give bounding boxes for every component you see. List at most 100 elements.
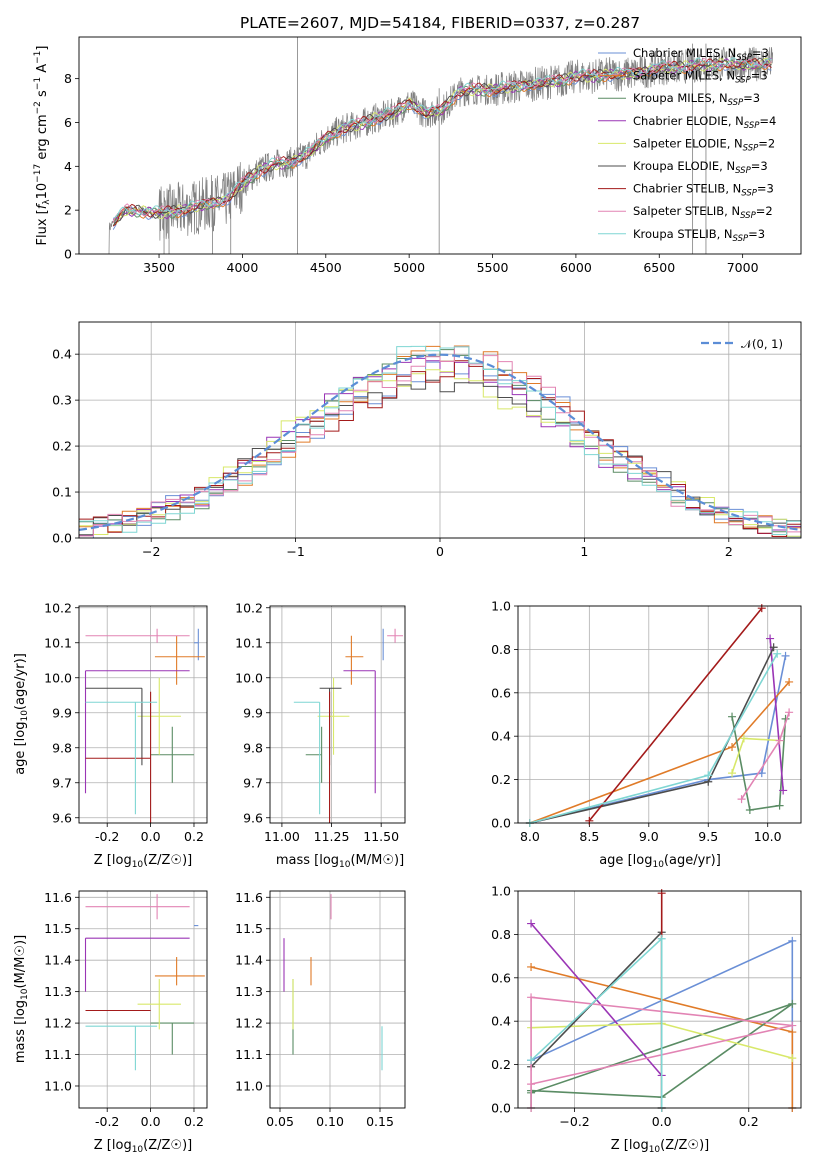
y-tick-label: 11.6 <box>235 890 263 905</box>
weight-marker <box>527 919 536 928</box>
y-tick-label: 10.0 <box>235 670 263 685</box>
x-tick-label: 11.00 <box>264 829 300 844</box>
histogram-step-2 <box>79 349 801 533</box>
residuals-axes: −2 −1 0 1 2 0.0 0.1 0.2 0.3 0.4 𝒩(0, 1) <box>52 321 802 559</box>
y-tick-label: 1.0 <box>491 884 511 899</box>
y-tick-label: 0.6 <box>491 970 511 985</box>
weight-marker <box>773 649 782 658</box>
weight-marker <box>781 651 790 660</box>
y-tick-label: 2 <box>64 203 72 218</box>
x-tick-label: 11.25 <box>314 829 350 844</box>
legend-label: Kroupa MILES, NSSP=3 <box>633 91 760 108</box>
y-tick-label: 11.5 <box>44 921 72 936</box>
y-tick-label: 6 <box>64 115 72 130</box>
y-tick-label: 11.3 <box>44 984 72 999</box>
weight-marker <box>769 643 778 652</box>
weight-marker <box>657 934 666 943</box>
x-tick-label: −1 <box>286 544 304 559</box>
plots-group: 3500 4000 4500 5000 5500 6000 6500 7000 0 2 4 6 8 Flu… <box>13 36 802 1155</box>
legend-label: Kroupa STELIB, NSSP=3 <box>633 227 765 244</box>
weight-series-5 <box>529 646 775 824</box>
weight-marker <box>788 1021 797 1030</box>
spectrum-axes: 3500 4000 4500 5000 5500 6000 6500 7000 0 2 4 6 8 Flu… <box>33 36 802 275</box>
model-line-5 <box>112 57 772 226</box>
model-line-1 <box>112 60 772 223</box>
y-tick-label: 11.3 <box>235 984 263 999</box>
y-tick-label: 11.0 <box>44 1078 72 1093</box>
weight-vs-Z-axes: −0.2 0.0 0.2 0.0 0.2 0.4 0.6 0.8 1.0 Z [log10(Z/Z… <box>491 884 802 1155</box>
weight-marker <box>527 1056 536 1065</box>
weight-marker <box>737 795 746 804</box>
y-tick-label: 0.2 <box>52 439 72 454</box>
x-tick-label: 11.50 <box>363 829 399 844</box>
y-tick-label: 10.2 <box>44 600 72 615</box>
x-tick-label: 0.2 <box>184 829 204 844</box>
weight-marker <box>585 816 594 825</box>
legend-label: Chabrier STELIB, NSSP=3 <box>633 182 774 199</box>
y-tick-label: 0.3 <box>52 393 72 408</box>
y-tick-label: 4 <box>64 159 72 174</box>
weight-marker <box>704 771 713 780</box>
x-axis-label: Z [log10(Z/Z☉)] <box>611 1138 709 1155</box>
y-tick-label: 11.0 <box>235 1078 263 1093</box>
y-tick-label: 11.2 <box>235 1016 263 1031</box>
y-tick-label: 8 <box>64 71 72 86</box>
legend-label: Salpeter STELIB, NSSP=2 <box>633 204 773 221</box>
y-tick-label: 11.5 <box>235 921 263 936</box>
x-tick-label: 0.0 <box>652 1114 672 1129</box>
y-tick-label: 11.1 <box>44 1047 72 1062</box>
age-vs-Z-axes: -0.2 0.0 0.2 9.6 9.7 9.8 9.9 10.0 10.1 10.2 age [l… <box>13 600 208 870</box>
legend-label: Chabrier MILES, NSSP=3 <box>633 46 769 63</box>
x-tick-label: 9.0 <box>639 829 659 844</box>
weight-marker <box>739 734 748 743</box>
x-tick-label: 0.2 <box>739 1114 759 1129</box>
y-tick-label: 11.2 <box>44 1016 72 1031</box>
x-tick-label: 4000 <box>227 260 259 275</box>
y-tick-label: 9.7 <box>243 775 263 790</box>
weight-marker <box>527 993 536 1002</box>
weight-marker <box>745 805 754 814</box>
weight-series-6 <box>588 607 763 822</box>
weight-marker <box>785 677 794 686</box>
x-tick-label: 9.5 <box>698 829 718 844</box>
x-tick-label: 8.5 <box>579 829 599 844</box>
axes-frame <box>78 36 802 255</box>
axes-frame <box>517 890 802 1109</box>
y-tick-label: 9.8 <box>243 740 263 755</box>
model-line-6 <box>112 57 772 227</box>
weight-marker <box>757 604 766 613</box>
y-tick-label: 11.1 <box>235 1047 263 1062</box>
y-tick-label: 0.4 <box>491 1014 511 1029</box>
weight-marker <box>766 634 775 643</box>
y-tick-label: 11.4 <box>44 953 72 968</box>
legend-label: Kroupa ELODIE, NSSP=3 <box>633 159 768 176</box>
histogram-step-3 <box>79 357 801 536</box>
y-tick-label: 0 <box>64 247 72 262</box>
y-tick-label: 9.7 <box>52 775 72 790</box>
x-tick-label: −2 <box>142 544 160 559</box>
weight-marker <box>775 736 784 745</box>
y-axis-label: Flux [fλ10−17 erg cm−2 s−1 A−1] <box>33 46 52 246</box>
x-tick-label: 0.0 <box>141 829 161 844</box>
y-tick-label: 0.2 <box>491 772 511 787</box>
weight-marker <box>775 801 784 810</box>
y-tick-label: 10.1 <box>235 635 263 650</box>
weight-vs-age-axes: 8.0 8.5 9.0 9.5 10.0 0.0 0.2 0.4 0.6 0.8 1.0 age [l… <box>491 599 802 870</box>
x-axis-label: age [log10(age/yr)] <box>599 853 721 870</box>
y-axis-label: mass [log10(M/M☉)] <box>13 935 30 1063</box>
y-tick-label: 0.4 <box>491 729 511 744</box>
x-tick-label: -0.2 <box>95 1114 119 1129</box>
x-axis-label: Z [log10(Z/Z☉)] <box>94 853 192 870</box>
axes-frame <box>78 605 208 824</box>
x-axis-label: mass [log10(M/M☉)] <box>276 853 404 870</box>
y-tick-label: 0.4 <box>52 347 72 362</box>
model-line-7 <box>112 57 772 223</box>
x-tick-label: 3500 <box>143 260 175 275</box>
y-tick-label: 9.6 <box>52 810 72 825</box>
y-tick-label: 0.1 <box>52 485 72 500</box>
y-tick-label: 10.0 <box>44 670 72 685</box>
weight-marker <box>527 962 536 971</box>
histogram-step-4 <box>79 369 801 537</box>
x-tick-label: 8.0 <box>520 829 540 844</box>
axes-frame <box>269 890 406 1109</box>
